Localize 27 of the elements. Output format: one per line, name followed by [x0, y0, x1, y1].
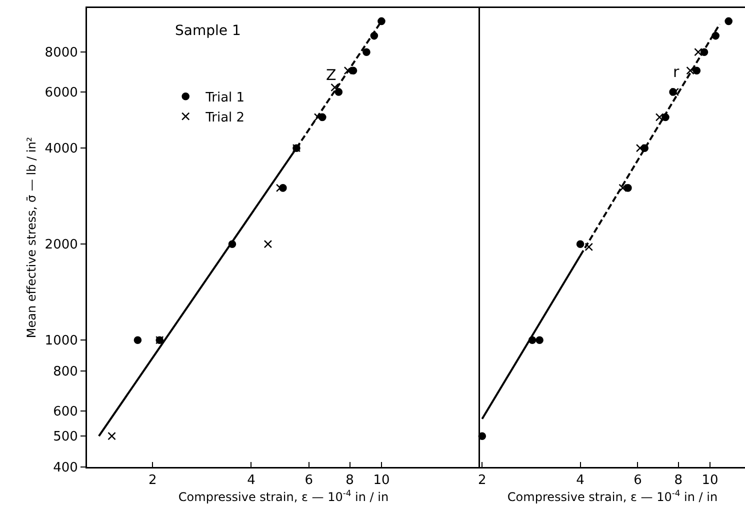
y-tick-label: 6000	[44, 86, 78, 100]
x-tick-label: 2	[478, 473, 486, 488]
x-tick-label: 10	[373, 473, 390, 488]
y-tick-label: 2000	[44, 238, 78, 253]
x-axis-title: Compressive strain, ε — 10$^{-4}$ in / in	[507, 488, 718, 504]
legend-label: Trial 2	[204, 110, 245, 126]
y-tick-label: 600	[53, 404, 78, 420]
x-tick-label: 10	[702, 473, 718, 488]
x-tick-label: 4	[247, 473, 256, 488]
y-tick-label: 4000	[44, 142, 78, 157]
y-tick-label: 800	[53, 364, 78, 380]
legend-label: Trial 1	[204, 90, 245, 106]
x-tick-label: 4	[576, 473, 584, 488]
y-tick-label: 1000	[44, 334, 78, 349]
annotation: Sample 1	[175, 23, 241, 39]
x-tick-label: 2	[148, 473, 157, 488]
x-tick-label: 6	[634, 473, 642, 488]
x-axis-title: Compressive strain, ε — 10$^{-4}$ in / in	[178, 488, 389, 504]
x-tick-label: 8	[674, 473, 683, 488]
y-axis-title: Mean effective stress, σ̄ — lb / in²	[24, 136, 38, 338]
annotation: r	[673, 63, 680, 81]
annotation: Z	[326, 66, 336, 84]
y-tick-label: 500	[53, 430, 78, 445]
y-tick-label: 8000	[44, 46, 78, 61]
y-tick-label: 400	[53, 460, 78, 476]
x-tick-label: 6	[304, 473, 313, 488]
x-tick-label: 8	[346, 473, 354, 488]
